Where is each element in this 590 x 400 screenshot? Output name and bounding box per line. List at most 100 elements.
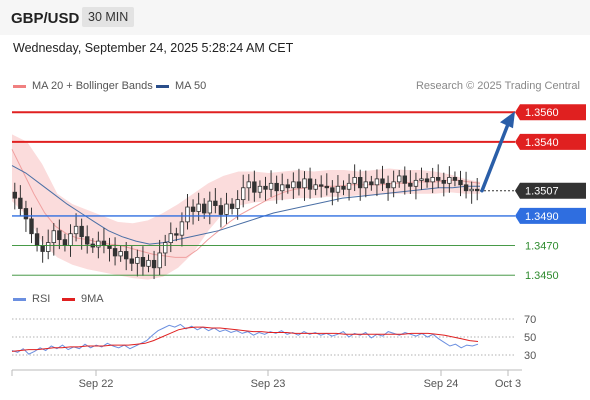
x-tick-label-Sep 23: Sep 23 xyxy=(251,378,286,390)
level-label-1.3450: 1.3450 xyxy=(525,270,559,282)
candle-body xyxy=(124,251,129,260)
legend-rsi: RSI xyxy=(13,293,50,305)
candle-body xyxy=(302,178,307,189)
candle-body xyxy=(168,233,173,243)
candle-body xyxy=(363,181,368,189)
candle-body xyxy=(46,242,51,252)
candle-body xyxy=(140,257,146,267)
candle-body xyxy=(397,175,402,183)
x-tick-label-Oct 3: Oct 3 xyxy=(495,378,521,390)
candle-body xyxy=(12,191,17,199)
candle-body xyxy=(202,203,207,214)
research-credit: Research © 2025 Trading Central xyxy=(415,80,580,92)
candle-body xyxy=(174,233,179,236)
level-label-1.3540: 1.3540 xyxy=(525,137,559,149)
candle-body xyxy=(385,182,391,189)
level-label-1.3470: 1.3470 xyxy=(525,241,559,253)
candle-body xyxy=(207,200,212,214)
legend-ma20-bollinger: MA 20 + Bollinger Bands xyxy=(13,80,153,92)
candle-body xyxy=(330,187,335,193)
candle-body xyxy=(413,179,419,187)
symbol-label: GBP/USD xyxy=(11,10,80,27)
candle-body xyxy=(352,177,357,184)
candle-body xyxy=(213,200,218,206)
candle-body xyxy=(319,184,324,187)
candle-body xyxy=(107,245,112,249)
candle-body xyxy=(246,181,251,189)
candle-body xyxy=(29,218,34,235)
candle-body xyxy=(475,188,480,192)
candle-body xyxy=(469,188,474,192)
candle-body xyxy=(241,187,246,201)
legend-rsi-ma: 9MA xyxy=(62,293,104,305)
legend-ma50-swatch xyxy=(156,84,169,88)
candle-body xyxy=(430,177,435,183)
rsi-tick-label-70: 70 xyxy=(524,314,536,326)
candle-body xyxy=(185,206,190,223)
candle-body xyxy=(436,177,441,181)
level-tag-1.3490 xyxy=(515,207,586,224)
candle-body xyxy=(341,185,346,190)
candle-body xyxy=(419,178,424,181)
candle-body xyxy=(274,182,279,192)
x-tick-label-Sep 24: Sep 24 xyxy=(424,378,459,390)
candle-body xyxy=(62,239,68,246)
candle-body xyxy=(96,240,101,248)
rsi-chart: 70 50 30 xyxy=(11,314,536,362)
legend-rsi-ma-swatch xyxy=(62,297,75,301)
x-axis: Sep 22 Sep 23 Sep 24 Oct 3 xyxy=(11,369,522,390)
level-label-1.3560: 1.3560 xyxy=(525,107,559,119)
rsi-ma-line xyxy=(11,326,479,352)
candle-body xyxy=(280,184,285,192)
candle-body xyxy=(324,185,329,189)
candle-body xyxy=(268,182,274,190)
candle-body xyxy=(307,178,313,190)
current-price-label: 1.3507 xyxy=(525,186,559,198)
candle-body xyxy=(163,242,168,254)
candle-body xyxy=(68,233,73,246)
legend-rsi-label: RSI xyxy=(32,293,51,305)
candle-body xyxy=(374,178,380,186)
ma20-line xyxy=(11,149,481,258)
legend-ma20-label: MA 20 + Bollinger Bands xyxy=(32,80,153,92)
rsi-tick-label-30: 30 xyxy=(524,350,536,362)
candle-body xyxy=(23,208,29,220)
legend-ma20-swatch xyxy=(13,84,26,88)
candle-body xyxy=(57,230,62,241)
candle-body xyxy=(252,181,257,193)
chart-datetime: Wednesday, September 24, 2025 5:28:24 AM… xyxy=(13,41,294,55)
bollinger-band xyxy=(12,134,480,280)
x-tick-label-Sep 22: Sep 22 xyxy=(79,378,114,390)
legend-rsi-swatch xyxy=(13,297,26,301)
current-price-tag xyxy=(515,182,586,199)
candle-body xyxy=(157,252,162,269)
candle-body xyxy=(229,203,235,209)
candle-body xyxy=(235,199,240,209)
price-chart: 1.3560 1.3540 1.3490 1.3470 1.3450 1.3507 xyxy=(11,104,586,282)
candle-body xyxy=(218,205,224,215)
candle-body xyxy=(369,181,374,186)
forecast-arrow-shaft xyxy=(480,122,510,193)
timeframe-button[interactable]: 30 MIN xyxy=(82,7,135,27)
candle-body xyxy=(285,184,290,189)
candle-body xyxy=(73,225,79,235)
candle-body xyxy=(380,178,385,184)
candle-body xyxy=(452,177,458,181)
candle-body xyxy=(441,179,446,184)
candle-body xyxy=(146,259,151,267)
candle-body xyxy=(112,248,118,257)
candle-body xyxy=(257,185,263,193)
candle-body xyxy=(151,259,157,269)
candle-body xyxy=(196,203,201,212)
candle-body xyxy=(335,185,341,193)
candle-body xyxy=(402,175,407,184)
candle-body xyxy=(296,181,302,189)
candle-body xyxy=(79,225,84,238)
rsi-tick-label-50: 50 xyxy=(524,332,536,344)
level-label-1.3490: 1.3490 xyxy=(525,211,559,223)
candle-body xyxy=(118,251,123,257)
candle-body xyxy=(424,178,430,183)
candle-body xyxy=(34,233,40,246)
candle-body xyxy=(313,184,318,190)
